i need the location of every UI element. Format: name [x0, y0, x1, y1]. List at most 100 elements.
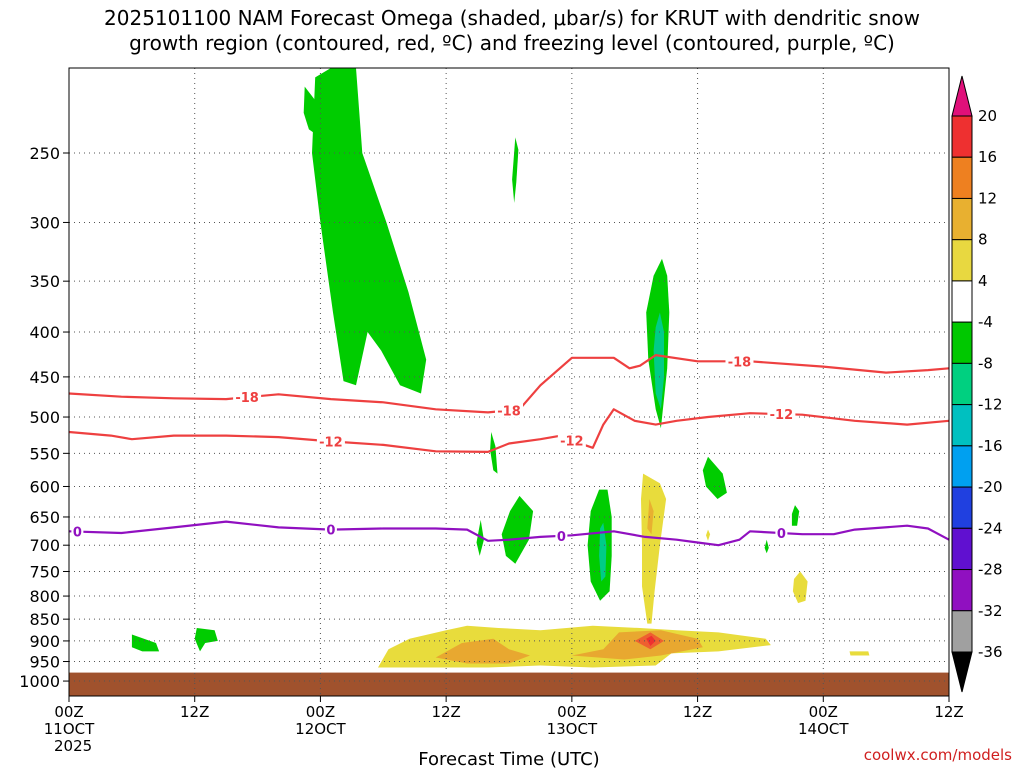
- contour-label: -18: [235, 391, 259, 406]
- y-tick-label: 550: [29, 444, 60, 463]
- contour-label-bg: [71, 524, 84, 539]
- omega-region-blob-8h: [131, 634, 160, 652]
- y-tick-label: 700: [29, 536, 60, 555]
- colorbar-label: 8: [978, 231, 988, 249]
- x-tick-label: 12Z: [683, 703, 712, 721]
- omega-region-core-deep: [646, 635, 656, 646]
- y-tick-label: 850: [29, 610, 60, 629]
- colorbar-bin: [951, 610, 973, 653]
- omega-region-upper-ascent-plume: [312, 68, 427, 394]
- x-tick-label: 00Z: [809, 703, 838, 721]
- colorbar-bin: [951, 239, 973, 282]
- omega-region-blob-42h: [501, 495, 534, 564]
- omega-region-column-50h-core: [599, 522, 607, 582]
- omega-region-blob-75h: [849, 651, 870, 656]
- contour-label: -12: [770, 408, 794, 423]
- colorbar-label: -16: [978, 437, 1003, 455]
- omega-region-blob-70h: [792, 571, 808, 604]
- colorbar-bin: [951, 321, 973, 364]
- colorbar-label: 4: [978, 272, 988, 290]
- y-tick-label: 300: [29, 213, 60, 232]
- y-tick-label: 600: [29, 477, 60, 496]
- contour-label: 0: [73, 526, 82, 541]
- colorbar-label: 16: [978, 148, 997, 166]
- colorbar-label: -32: [978, 602, 1003, 620]
- y-tick-label: 400: [29, 323, 60, 342]
- title-line-2: growth region (contoured, red, ºC) and f…: [129, 31, 895, 55]
- x-tick-label: 12OCT: [295, 720, 346, 738]
- omega-region-mid-column-54h-core: [653, 312, 664, 410]
- colorbar-label: -28: [978, 561, 1003, 579]
- x-tick-label: 13OCT: [547, 720, 598, 738]
- contour-label-bg: [495, 403, 523, 418]
- colorbar-bin: [951, 404, 973, 447]
- contour-label: -12: [560, 435, 584, 450]
- contour-label-bg: [316, 434, 345, 449]
- colorbar-label: -4: [978, 313, 993, 331]
- ground-bar: [69, 672, 949, 696]
- colorbar-label: 12: [978, 189, 997, 207]
- y-tick-label: 950: [29, 653, 60, 672]
- omega-region-blob-66h: [764, 539, 769, 554]
- y-tick-labels: 250 300 350 400 450 500 550 600 650 700 750 800 850 9…: [19, 144, 69, 691]
- chart-title: 2025101100 NAM Forecast Omega (shaded, μ…: [0, 6, 1024, 56]
- contour-label: 0: [326, 524, 335, 539]
- colorbar-bin: [951, 280, 973, 323]
- colorbar-bin: [951, 445, 973, 488]
- plot-frame: [68, 67, 950, 697]
- contour-label-bg: [557, 433, 586, 448]
- contour-label-bg: [233, 390, 262, 405]
- colorbar-label: -36: [978, 643, 1003, 661]
- contour-line-0: [69, 520, 949, 547]
- x-tick-label: 00Z: [306, 703, 335, 721]
- y-tick-label: 650: [29, 508, 60, 527]
- omega-region-orange-layer-1: [435, 638, 530, 664]
- y-tick-label: 750: [29, 562, 60, 581]
- x-tick-label: 12Z: [431, 703, 460, 721]
- x-tick-label: 11OCT: [44, 720, 95, 738]
- colorbar-top-arrow: [951, 75, 973, 117]
- omega-region-blob-39h: [476, 519, 484, 556]
- contour-label-bg: [555, 528, 568, 543]
- colorbar-label: -20: [978, 478, 1003, 496]
- y-tick-label: 450: [29, 368, 60, 387]
- omega-regions: [131, 68, 870, 668]
- omega-region-blob-69h: [791, 505, 800, 526]
- contour-label: -18: [497, 404, 521, 419]
- contour-label: 0: [557, 530, 566, 545]
- x-axis-label: Forecast Time (UTC): [418, 749, 599, 768]
- contour-label-bg: [767, 407, 796, 422]
- omega-region-thin-streak-270: [512, 137, 519, 203]
- x-tick-label: 00Z: [557, 703, 586, 721]
- title-line-1: 2025101100 NAM Forecast Omega (shaded, μ…: [104, 6, 920, 30]
- y-tick-label: 500: [29, 408, 60, 427]
- colorbar-bin: [951, 156, 973, 199]
- y-tick-label: 1000: [19, 672, 60, 691]
- colorbar-bin: [951, 486, 973, 529]
- colorbar-label: -8: [978, 354, 993, 372]
- omega-region-descent-column-54h-core: [647, 499, 654, 535]
- x-tick-label: 12Z: [180, 703, 209, 721]
- y-tick-label: 900: [29, 632, 60, 651]
- colorbar-label: 20: [978, 107, 997, 125]
- colorbar-bin: [951, 527, 973, 571]
- contour-label: 0: [777, 527, 786, 542]
- omega-region-descent-column-54h: [641, 473, 667, 624]
- contour-labels: -18 -18 -18 -12 -12 -12 0 0 0 0: [71, 354, 796, 545]
- omega-region-upper-ascent-lobe: [303, 86, 321, 138]
- omega-region-blob-13h: [194, 628, 218, 652]
- contour-label: -18: [728, 355, 752, 370]
- omega-region-blob-60h: [702, 456, 727, 499]
- colorbar-label: -24: [978, 519, 1003, 537]
- colorbar-bin: [951, 569, 973, 612]
- colorbar-bin: [951, 197, 973, 241]
- colorbar-label: -12: [978, 396, 1003, 414]
- contour-label-bg: [324, 522, 337, 537]
- credit-text: coolwx.com/models: [864, 746, 1012, 764]
- x-tick-label: 14OCT: [798, 720, 849, 738]
- colorbar-bin: [951, 362, 973, 406]
- x-tick-label: 12Z: [934, 703, 963, 721]
- colorbar-bottom-arrow: [951, 651, 973, 693]
